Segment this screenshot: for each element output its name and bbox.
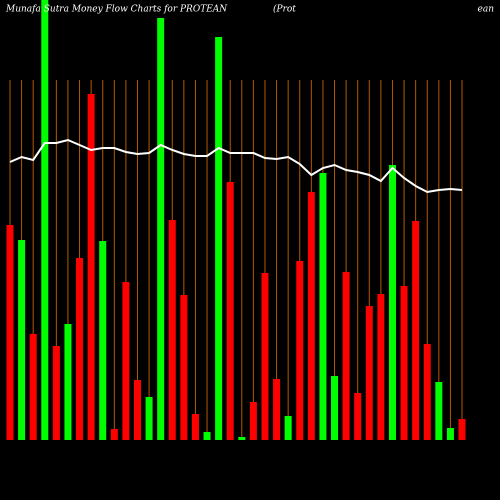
bar [122,282,130,440]
chart-title: Munafa Sutra Money Flow Charts for PROTE… [5,5,228,15]
bar [145,397,153,440]
bar [157,18,165,440]
bar [400,286,408,440]
bar [87,94,95,440]
bar [6,225,14,440]
bar [319,173,327,440]
bar [342,272,350,440]
bar [180,295,188,440]
bar [446,428,454,440]
bar [412,221,420,440]
bar [435,382,443,440]
money-flow-line [9,138,463,194]
bars [6,0,466,440]
bar [423,344,431,440]
bar [354,393,362,440]
bar [226,182,234,440]
bar [18,240,26,440]
bar [284,416,292,440]
bar [191,414,199,440]
bar [203,432,211,440]
bar [238,437,246,440]
bar [249,402,257,440]
bar [273,379,281,440]
bar [99,241,107,440]
bar [365,306,373,440]
bar [29,334,37,440]
bar [168,220,176,440]
bar [377,294,385,440]
bar [110,429,118,440]
bar [215,37,223,440]
chart-title-right: ean [478,5,495,15]
bar [64,324,72,440]
bar [296,261,304,440]
bar [133,380,141,440]
bar [307,192,315,440]
bar [76,258,84,440]
bar [52,346,60,440]
bar [458,419,466,440]
bar [41,0,49,440]
bar [261,273,269,440]
chart-title-middle: (Prot [273,4,296,15]
bar [388,165,396,440]
bar [331,376,339,440]
